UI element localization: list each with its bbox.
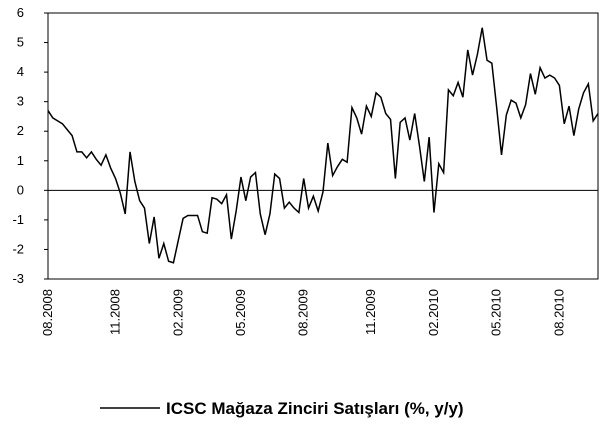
x-tick-label: 11.2009 bbox=[363, 289, 378, 335]
y-tick-label: 3 bbox=[17, 94, 24, 109]
y-tick-label: -1 bbox=[12, 212, 24, 227]
x-tick-label: 05.2009 bbox=[233, 289, 248, 336]
x-tick-label: 08.2010 bbox=[551, 289, 566, 336]
x-tick-label: 08.2009 bbox=[296, 289, 311, 336]
y-tick-label: 5 bbox=[17, 35, 24, 50]
y-tick-label: 2 bbox=[17, 123, 24, 138]
plot-frame bbox=[47, 12, 599, 280]
y-tick-label: 6 bbox=[17, 5, 24, 20]
x-tick-label: 08.2008 bbox=[40, 289, 55, 336]
y-tick-label: 1 bbox=[17, 153, 24, 168]
legend-label: ICSC Mağaza Zinciri Satışları (%, y/y) bbox=[166, 399, 464, 418]
y-tick-label: 0 bbox=[17, 182, 24, 197]
x-tick-label: 11.2008 bbox=[108, 289, 123, 335]
y-tick-label: -3 bbox=[12, 271, 24, 286]
y-tick-label: -2 bbox=[12, 241, 24, 256]
y-tick-label: 4 bbox=[17, 64, 24, 79]
x-tick-label: 02.2010 bbox=[426, 289, 441, 336]
data-line bbox=[47, 27, 599, 264]
x-tick-label: 02.2009 bbox=[170, 289, 185, 336]
x-tick-label: 05.2010 bbox=[489, 289, 504, 336]
